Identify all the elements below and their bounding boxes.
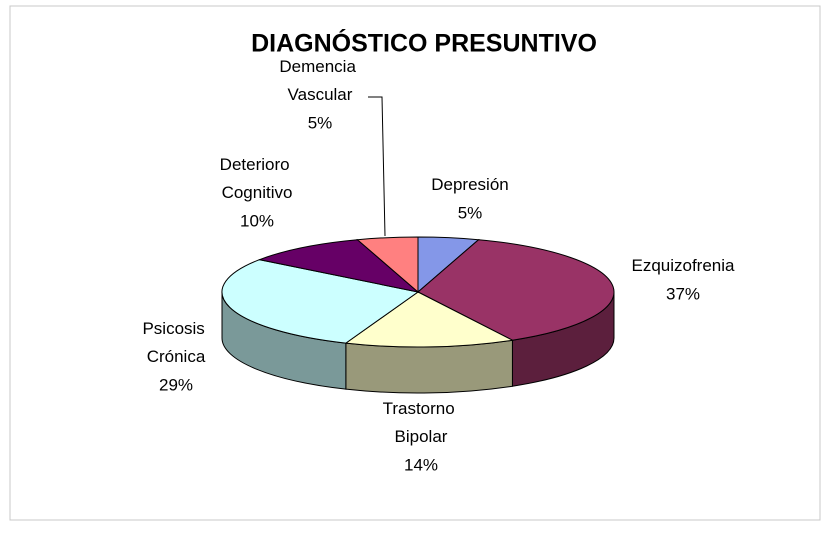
slice-label: Ezquizofrenia: [631, 256, 735, 275]
slice-label: Psicosis Crónica: [142, 319, 209, 366]
label-line: Depresión: [431, 175, 509, 194]
label-line: Trastorno: [383, 399, 460, 418]
value-label: 10%: [240, 211, 274, 230]
slice-label: Deterioro Cognitivo: [220, 155, 295, 202]
label-line: Demencia: [279, 57, 360, 76]
slice: [221, 259, 420, 344]
value-label: 37%: [666, 284, 700, 303]
slice: [257, 239, 420, 293]
label-line: Bipolar: [395, 427, 448, 446]
slice-label: Demencia Vascular: [279, 57, 360, 104]
chart-title: DIAGNÓSTICO PRESUNTIVO: [251, 28, 597, 58]
slice-side: [345, 339, 513, 394]
label-line: Cognitivo: [222, 183, 293, 202]
slice: [417, 239, 615, 341]
slice: [356, 236, 419, 294]
label-line: Crónica: [147, 347, 206, 366]
label-line: Vascular: [288, 85, 353, 104]
label-line: Ezquizofrenia: [631, 256, 735, 275]
value-label: 29%: [159, 375, 193, 394]
value-label: 14%: [404, 455, 438, 474]
label-line: Deterioro: [220, 155, 295, 174]
value-label: 5%: [308, 113, 333, 132]
slice: [344, 291, 515, 348]
slice-label: Trastorno Bipolar: [383, 399, 460, 446]
label-line: Psicosis: [142, 319, 209, 338]
slice-label: Depresión: [431, 175, 509, 194]
value-label: 5%: [458, 203, 483, 222]
leader-line: [368, 96, 386, 237]
